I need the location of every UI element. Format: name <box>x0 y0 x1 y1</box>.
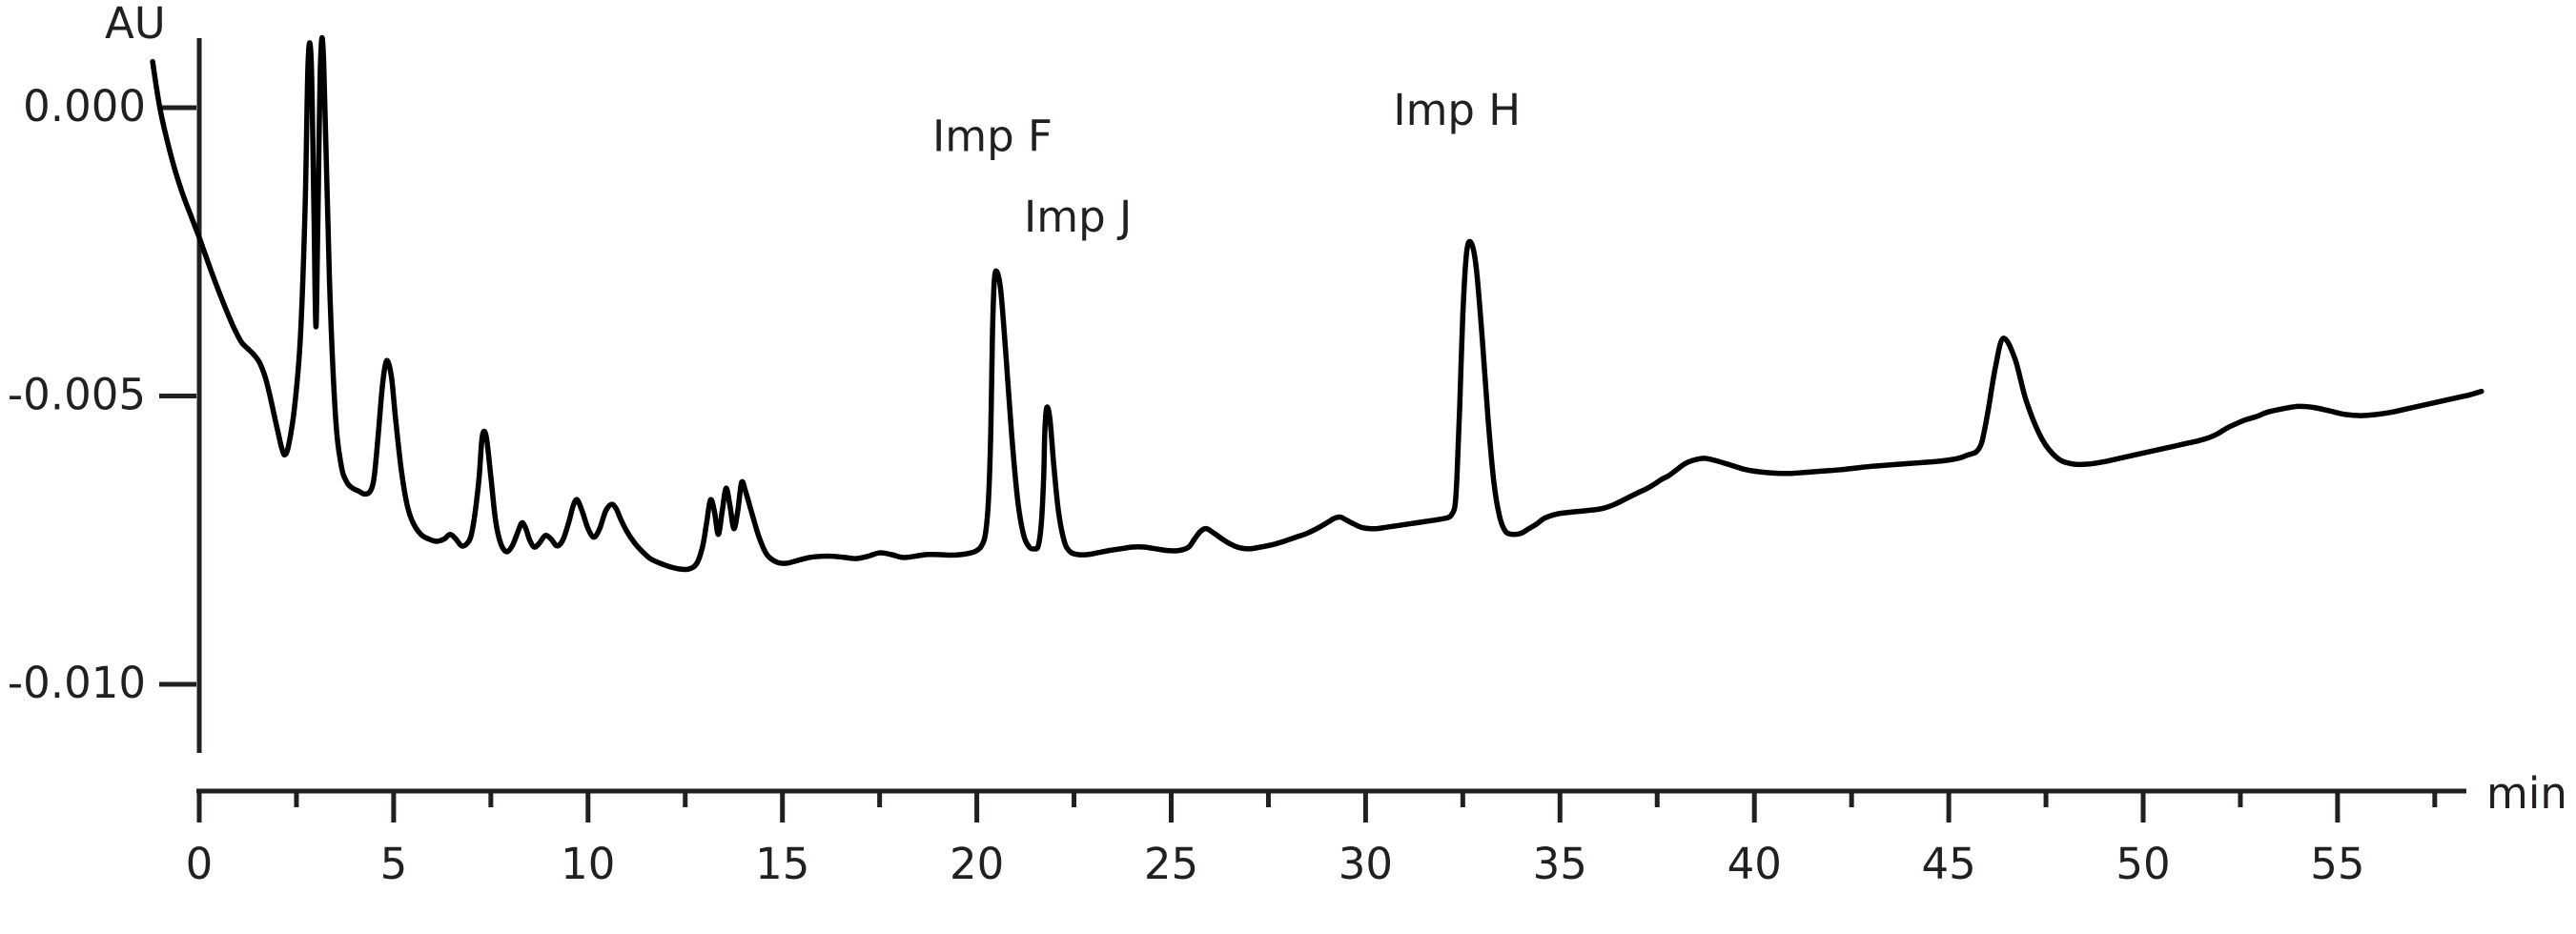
x-axis-tick-label: 55 <box>2310 839 2364 889</box>
x-axis: 0 5 10 15 20 25 30 35 40 45 50 55 <box>186 788 2466 889</box>
peak-annotations: Imp F Imp J Imp H <box>932 85 1521 242</box>
y-axis-tick-label: -0.010 <box>8 658 146 708</box>
x-axis-tick-label: 20 <box>950 839 1004 889</box>
x-axis-title: min <box>2486 768 2567 819</box>
peak-label-imp-h: Imp H <box>1393 85 1521 135</box>
x-axis-tick-label: 25 <box>1144 839 1198 889</box>
y-axis-title: AU <box>105 0 166 49</box>
x-axis-tick-label: 15 <box>755 839 809 889</box>
x-axis-tick-label: 35 <box>1533 839 1587 889</box>
uv-trace-line <box>150 34 2484 573</box>
trace-group <box>150 34 2484 573</box>
y-axis: 0.000 -0.005 -0.010 <box>8 38 202 753</box>
x-axis-tick-label: 30 <box>1339 839 1393 889</box>
x-axis-tick-label: 50 <box>2116 839 2170 889</box>
y-axis-tick-label: -0.005 <box>8 370 146 420</box>
x-axis-tick-label: 0 <box>186 839 214 889</box>
peak-label-imp-j: Imp J <box>1024 192 1132 242</box>
x-axis-tick-label: 10 <box>561 839 615 889</box>
x-axis-tick-label: 45 <box>1921 839 1975 889</box>
x-axis-tick-label: 40 <box>1728 839 1782 889</box>
peak-label-imp-f: Imp F <box>932 111 1053 161</box>
x-axis-tick-label: 5 <box>380 839 408 889</box>
y-axis-tick-label: 0.000 <box>23 81 146 132</box>
